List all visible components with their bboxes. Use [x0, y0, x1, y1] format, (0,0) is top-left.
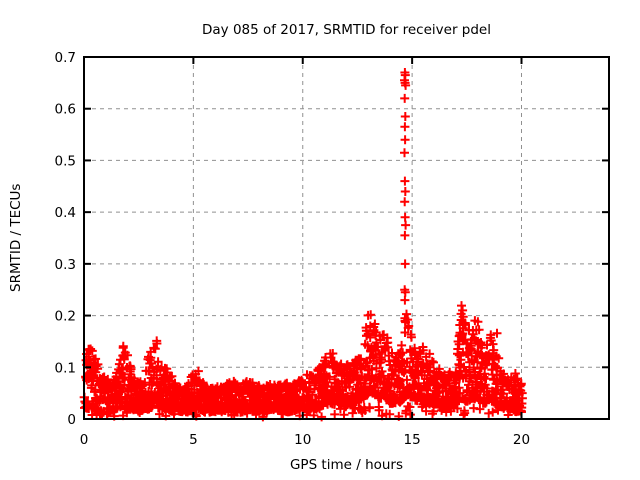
y-tick-label: 0.5	[55, 153, 76, 169]
y-tick-label: 0.6	[55, 102, 76, 118]
y-tick-label: 0.7	[55, 50, 76, 66]
plot-border	[83, 56, 610, 420]
x-tick-label: 10	[294, 432, 311, 448]
chart-title: Day 085 of 2017, SRMTID for receiver pde…	[202, 22, 491, 38]
y-tick-label: 0.1	[55, 360, 76, 376]
y-tick-label: 0.2	[55, 309, 76, 325]
y-tick-label: 0.4	[55, 205, 76, 221]
y-tick-label: 0	[67, 412, 76, 428]
y-tick-label: 0.3	[55, 257, 76, 273]
x-tick-label: 20	[513, 432, 530, 448]
x-tick-label: 15	[404, 432, 421, 448]
x-tick-label: 5	[189, 432, 198, 448]
x-axis-label: GPS time / hours	[289, 457, 404, 473]
data-points	[79, 68, 527, 422]
y-axis-label: SRMTID / TECUs	[8, 183, 24, 293]
tick-labels: 0 5 10 15 20 0 0.1 0.2 0.3 0.4 0.5 0.6 0.7	[55, 50, 531, 448]
x-tick-label: 0	[80, 432, 89, 448]
